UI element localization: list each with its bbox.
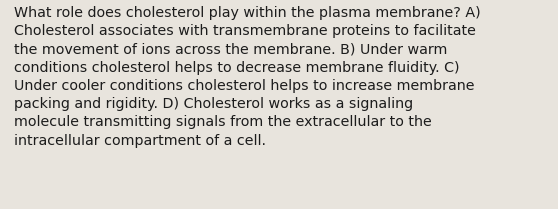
Text: What role does cholesterol play within the plasma membrane? A)
Cholesterol assoc: What role does cholesterol play within t… xyxy=(14,6,480,148)
